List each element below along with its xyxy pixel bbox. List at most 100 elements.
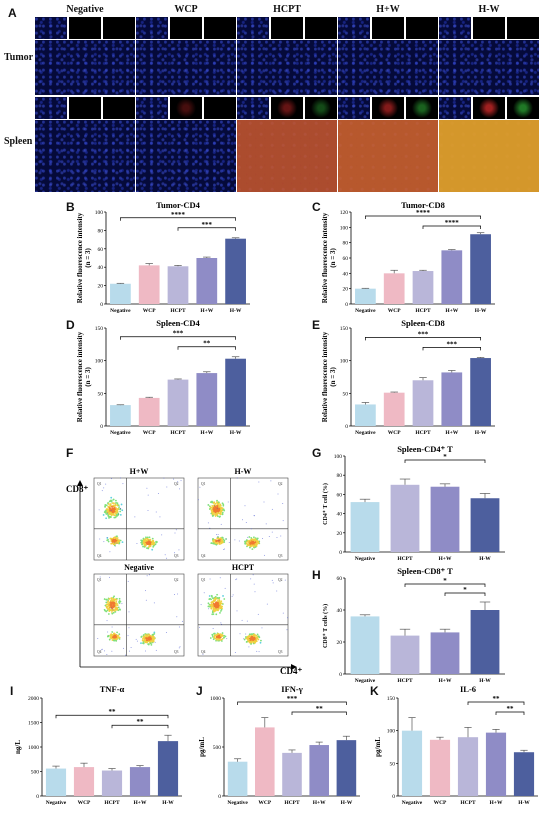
y-tick-label: 100 [387,729,396,735]
panel-letter-k: K [370,684,379,698]
spleen-channel-tile [439,97,471,119]
significance-bracket [111,724,169,729]
chart-title: Spleen-CD4 [156,318,200,328]
tumor-merge-tile [439,40,539,95]
x-tick-label: H+W [200,308,213,314]
bar [470,234,491,304]
y-tick-label: 0 [392,794,395,800]
significance-label: **** [171,211,186,219]
x-tick-label: HCPT [284,800,300,806]
tumor-channel-tile [406,17,438,39]
significance-label: **** [445,219,460,227]
spleen-channel-tile [338,97,370,119]
y-tick-label: 20 [337,531,343,537]
y-tick-label: 20 [337,640,343,646]
panel-letter-d: D [66,318,75,332]
spleen-channel-tile [136,97,168,119]
tumor-channel-tile [69,17,101,39]
bar [441,250,463,304]
chart-title: Spleen-CD8⁺ T [397,566,453,576]
significance-bracket [120,217,236,221]
flow-x-axis-label: CD4⁺ [280,666,302,676]
y-tick-label: 20 [98,284,104,290]
panel-letter-a: A [8,6,17,20]
x-tick-label: HCPT [460,800,476,806]
x-tick-label: H-W [518,800,530,806]
spleen-channel-tile [204,97,236,119]
x-tick-label: HCPT [415,308,431,314]
x-tick-label: H+W [445,308,458,314]
chart-title: IFN-γ [281,684,302,694]
x-tick-label: H+W [445,430,458,436]
bar [485,732,507,796]
y-axis-label: pg/mL [374,737,382,757]
x-tick-label: H-W [475,430,487,436]
bar [227,761,248,796]
x-tick-label: WCP [143,430,156,436]
x-tick-label: H+W [439,556,452,562]
x-tick-label: HCPT [415,430,431,436]
row-label-spleen: Spleen [4,136,33,147]
y-axis-label: ng/L [14,740,22,754]
significance-label: ** [507,705,515,713]
panel-letter-i: I [10,684,14,698]
tumor-merge-tile [136,40,236,95]
flow-plot: Negative Q1 Q2 Q3 Q4 [93,563,185,657]
y-axis-label: Relative fluorescence intensity(n = 3) [76,212,92,303]
significance-label: * [443,453,447,461]
tumor-merge-tile [237,40,337,95]
x-tick-label: H-W [479,556,491,562]
bar [441,372,463,426]
spleen-channel-tile [69,97,101,119]
col-label-negative: Negative [66,4,104,15]
bar [101,770,123,796]
bar [430,486,460,552]
bar [167,379,189,426]
y-tick-label: 80 [337,473,343,479]
y-tick-label: 50 [98,391,104,397]
chart-il-6: IL-6 pg/mL 0 50 100 150 Negative WCP HCPT H+W H-W *… [374,684,538,806]
y-tick-label: 60 [337,492,343,498]
bar [429,739,451,796]
bar [470,610,500,674]
significance-bracket [177,227,236,231]
bar [383,392,405,426]
quadrant-label: Q3 [278,554,283,558]
bar [470,498,500,552]
y-tick-label: 60 [337,576,343,582]
col-label-hcpt: HCPT [273,4,301,15]
y-tick-label: 50 [390,761,396,767]
chart-spleen-cd4: Spleen-CD4 Relative fluorescence intensit… [76,318,250,436]
y-tick-label: 80 [343,241,349,247]
tumor-channel-tile [237,17,269,39]
bar [167,266,189,304]
bar [129,767,151,796]
x-tick-label: WCP [143,308,156,314]
chart-title: TNF-α [100,684,125,694]
x-tick-label: H-W [162,800,174,806]
chart-spleen-cd4-t: Spleen-CD4⁺ T CD4⁺ T cell (%) 0 20 40 60 80 100… [322,444,505,562]
significance-bracket [404,583,486,587]
quadrant-label: Q3 [174,554,179,558]
x-tick-label: HCPT [397,678,413,684]
spleen-channel-tile [170,97,202,119]
x-tick-label: Negative [355,678,376,684]
quadrant-label: Q1 [97,482,102,486]
bar [73,767,95,796]
significance-label: *** [447,340,458,348]
y-tick-label: 0 [36,794,39,800]
x-tick-label: WCP [388,430,401,436]
bar [355,288,376,304]
tumor-channel-tile [271,17,303,39]
flow-plot: H+W Q1 Q2 Q3 Q4 [93,467,185,561]
spleen-channel-tile [271,97,303,119]
bar [350,616,380,674]
y-tick-label: 2000 [28,696,39,702]
bar [45,768,67,796]
quadrant-label: Q1 [97,578,102,582]
flow-plot-title: H-W [235,467,252,476]
tumor-channel-tile [507,17,539,39]
quadrant-label: Q3 [278,650,283,654]
significance-bracket [120,336,236,340]
col-label-h-minus-w: H-W [478,4,500,15]
